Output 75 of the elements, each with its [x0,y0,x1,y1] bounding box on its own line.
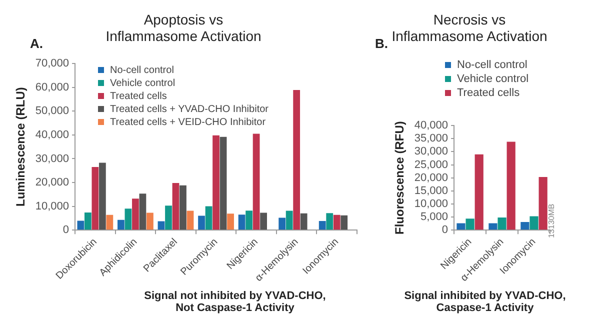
bar [158,221,165,230]
bar [77,220,84,230]
x-axis-title: Signal inhibited by YVAD-CHO, Caspase-1 Activity [403,290,567,314]
bar [106,214,114,230]
bar [146,212,154,230]
chart-title: Necrosis vs Inflammasome Activation [392,11,548,44]
y-tick-label: 5,000 [420,211,448,224]
y-axis-title: Fluorescence (RFU) [392,121,407,235]
bar [139,194,146,230]
bar [474,154,484,230]
bar [238,214,246,230]
bar [278,218,286,230]
bar [118,220,124,230]
y-tick-label: 0 [62,224,70,236]
y-tick-label: 40,000 [414,120,448,132]
bar [124,208,132,230]
bar [180,185,186,230]
bar [205,206,212,230]
legend-label: No-cell control [109,64,175,77]
y-tick-label: 20,000 [414,172,448,184]
y-tick-label: 35,000 [414,132,448,145]
bar [340,215,348,230]
bar [212,135,220,230]
bar [252,134,260,230]
legend-label: Vehicle control [456,72,529,86]
legend-label: Treated cells [456,86,521,100]
y-tick-label: 70,000 [35,58,70,70]
bar [333,214,340,230]
y-tick-label: 10,000 [414,198,448,210]
bar [456,223,466,230]
text: A. [30,36,43,51]
bar [326,213,334,230]
y-tick-label: 10,000 [35,200,70,212]
legend-label: Treated cells [109,90,168,103]
bar [538,177,548,230]
bar [246,210,252,230]
bar [286,210,293,230]
legend-label: No-cell control [456,58,528,72]
y-tick-label: 50,000 [35,105,70,118]
bar [498,218,506,230]
y-tick-label: 30,000 [35,152,70,165]
legend-label: Vehicle control [109,77,176,90]
bar [198,216,205,230]
bar [293,90,300,230]
y-tick-label: 0 [442,224,448,236]
bar [466,218,474,230]
bar [300,213,308,230]
bar [318,221,326,230]
annotation: 13130MB [547,204,556,238]
bar [260,212,267,230]
bar [530,216,538,230]
y-tick-label: 25,000 [414,158,448,171]
y-axis-title: Luminescence (RLU) [14,87,28,207]
y-tick-label: 30,000 [414,146,448,158]
bar [84,212,92,230]
y-tick-label: 15,000 [414,184,448,197]
y-tick-label: 20,000 [35,176,70,189]
bar [520,222,530,230]
bar [506,142,516,230]
legend-label: Treated cells + YVAD-CHO Inhibitor [109,103,268,116]
x-axis-title: Signal not inhibited by YVAD-CHO, Not Caspase-1 Activity [143,290,327,314]
bar [165,206,172,230]
chart-title: Apoptosis vs Inflammasome Activation [106,11,262,44]
bar [172,182,180,230]
bar [98,162,106,230]
bar [227,214,234,230]
bar [92,167,99,230]
y-tick-label: 60,000 [35,81,70,94]
text: B. [375,36,388,51]
legend-label: Treated cells + VEID-CHO Inhibitor [109,116,267,129]
bar [186,210,194,230]
bar [488,223,498,230]
bar [220,136,227,230]
bar [132,198,139,230]
y-tick-label: 40,000 [35,128,70,141]
